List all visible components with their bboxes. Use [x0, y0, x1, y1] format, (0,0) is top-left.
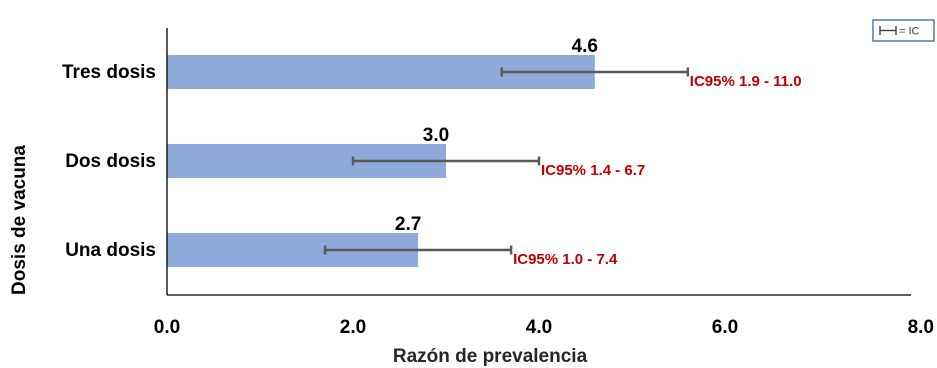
category-label: Dos dosis: [65, 151, 156, 172]
legend-box: [872, 19, 935, 42]
value-label: 4.6: [572, 36, 598, 57]
errorbar-layer: [323, 67, 690, 255]
error-bar: [351, 156, 541, 166]
category-label: Una dosis: [65, 240, 156, 261]
ci-labels: IC95% 1.9 - 11.0 IC95% 1.4 - 6.7 IC95% 1.0…: [513, 73, 801, 268]
x-tick-label: 2.0: [340, 317, 366, 338]
value-labels: 4.6 3.0 2.7: [395, 36, 598, 235]
value-label: 3.0: [423, 125, 449, 146]
ci-label: IC95% 1.9 - 11.0: [690, 73, 802, 90]
x-tick-label: 8.0: [908, 317, 934, 338]
error-bar: [500, 67, 690, 77]
error-bar: [323, 245, 513, 255]
errorbar-icon: [879, 26, 897, 35]
legend: = IC: [872, 19, 935, 42]
ci-label: IC95% 1.4 - 6.7: [541, 162, 645, 179]
y-axis-title: Dosis de vacuna: [9, 145, 30, 295]
x-tick-label: 6.0: [712, 317, 738, 338]
legend-label: = IC: [899, 26, 920, 38]
x-tick-label: 0.0: [154, 317, 180, 338]
value-label: 2.7: [395, 214, 421, 235]
x-tick-labels: 0.0 2.0 4.0 6.0 8.0: [154, 317, 934, 338]
x-tick-label: 4.0: [526, 317, 552, 338]
category-labels: Tres dosis Dos dosis Una dosis: [62, 62, 156, 261]
category-label: Tres dosis: [62, 62, 156, 83]
x-axis-title: Razón de prevalencia: [393, 346, 588, 367]
ci-label: IC95% 1.0 - 7.4: [513, 251, 618, 268]
